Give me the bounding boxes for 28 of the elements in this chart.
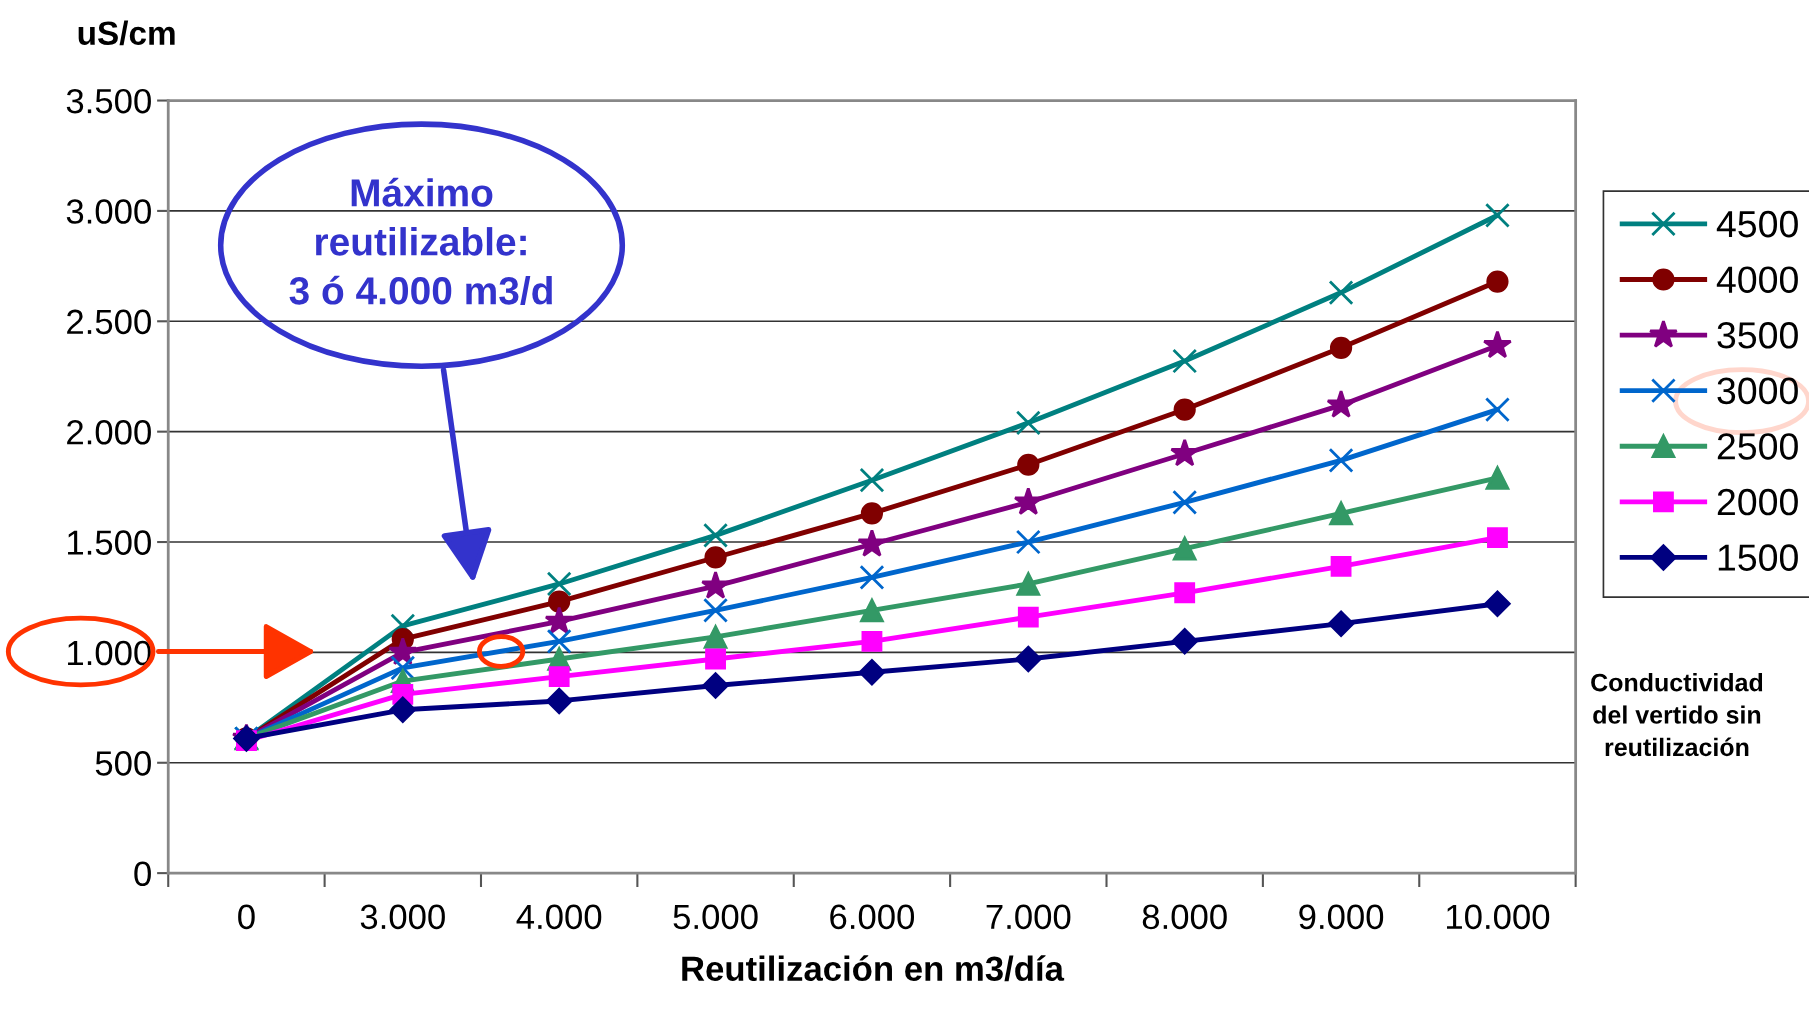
x-tick-label: 8.000 <box>1142 904 1227 930</box>
y-tick-label: 2.000 <box>67 419 151 445</box>
legend-label: 3000 <box>1717 377 1798 405</box>
legend-label: 2500 <box>1717 433 1798 460</box>
x-tick-label: 3.000 <box>360 904 445 930</box>
legend-label: 4500 <box>1716 210 1798 238</box>
x-tick-label: 0 <box>238 904 255 930</box>
y-tick-label: 2.500 <box>67 309 151 335</box>
x-tick-label: 6.000 <box>830 904 915 930</box>
y-tick-label: 500 <box>95 751 151 776</box>
legend-label: 3500 <box>1717 322 1798 349</box>
x-tick-label: 9.000 <box>1299 904 1384 930</box>
x-tick-label: 4.000 <box>516 904 602 930</box>
legend-label: 2000 <box>1717 488 1798 516</box>
annotation: Máximo reutilizable: 3 ó 4.000 m3/d <box>289 177 552 305</box>
y-tick-label: 3.000 <box>66 199 151 224</box>
x-tick-label: 5.000 <box>673 904 758 930</box>
x-tick-label: 10.000 <box>1447 904 1550 930</box>
y-axis-title: uS/cm <box>78 20 175 46</box>
y-tick-label: 1.000 <box>68 640 151 666</box>
legend-label: 4000 <box>1716 266 1798 293</box>
legend-title: Conductividad del vertido sin reutilización <box>1591 673 1763 757</box>
y-tick-label: 1.500 <box>68 530 151 555</box>
x-tick-label: 7.000 <box>986 904 1071 930</box>
y-tick-label: 0 <box>134 861 151 887</box>
x-axis-title: Reutilización en m3/día <box>682 955 1065 982</box>
legend-label: 1500 <box>1718 544 1798 571</box>
y-tick-label: 3.500 <box>66 88 151 114</box>
